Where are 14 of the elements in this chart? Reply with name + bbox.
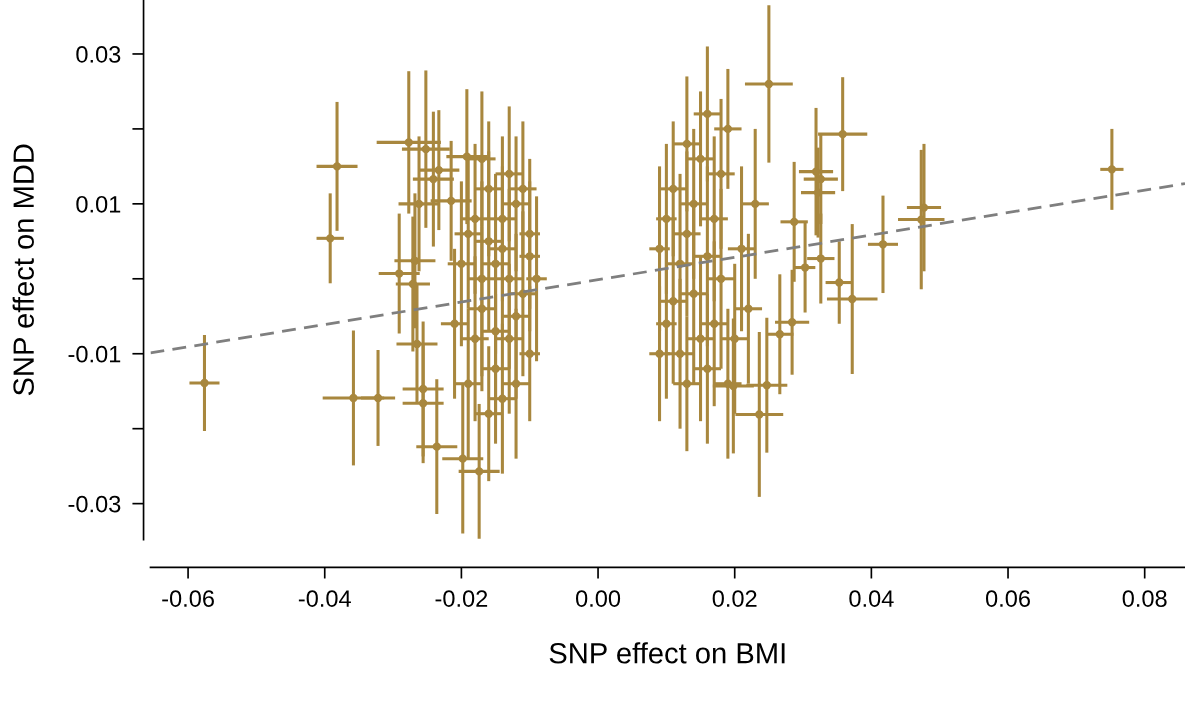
x-tick-label: 0.02 (712, 590, 757, 607)
y-tick-label: 0.01 (76, 195, 121, 213)
x-tick-label: 0.06 (985, 590, 1030, 607)
x-tick-label: -0.06 (162, 590, 214, 607)
y-tick-label: -0.01 (68, 345, 121, 363)
x-tick-label: -0.02 (435, 590, 488, 607)
x-axis-title: SNP effect on BMI (549, 642, 785, 664)
x-tick-label: 0.08 (1122, 590, 1167, 607)
y-axis-title: SNP effect on MDD (12, 144, 34, 396)
x-tick-label: 0.04 (849, 590, 894, 607)
x-tick-label: 0.00 (576, 590, 621, 607)
y-tick-label: -0.03 (68, 495, 121, 513)
x-tick-label: -0.04 (298, 590, 351, 607)
y-tick-label: 0.03 (76, 46, 121, 63)
